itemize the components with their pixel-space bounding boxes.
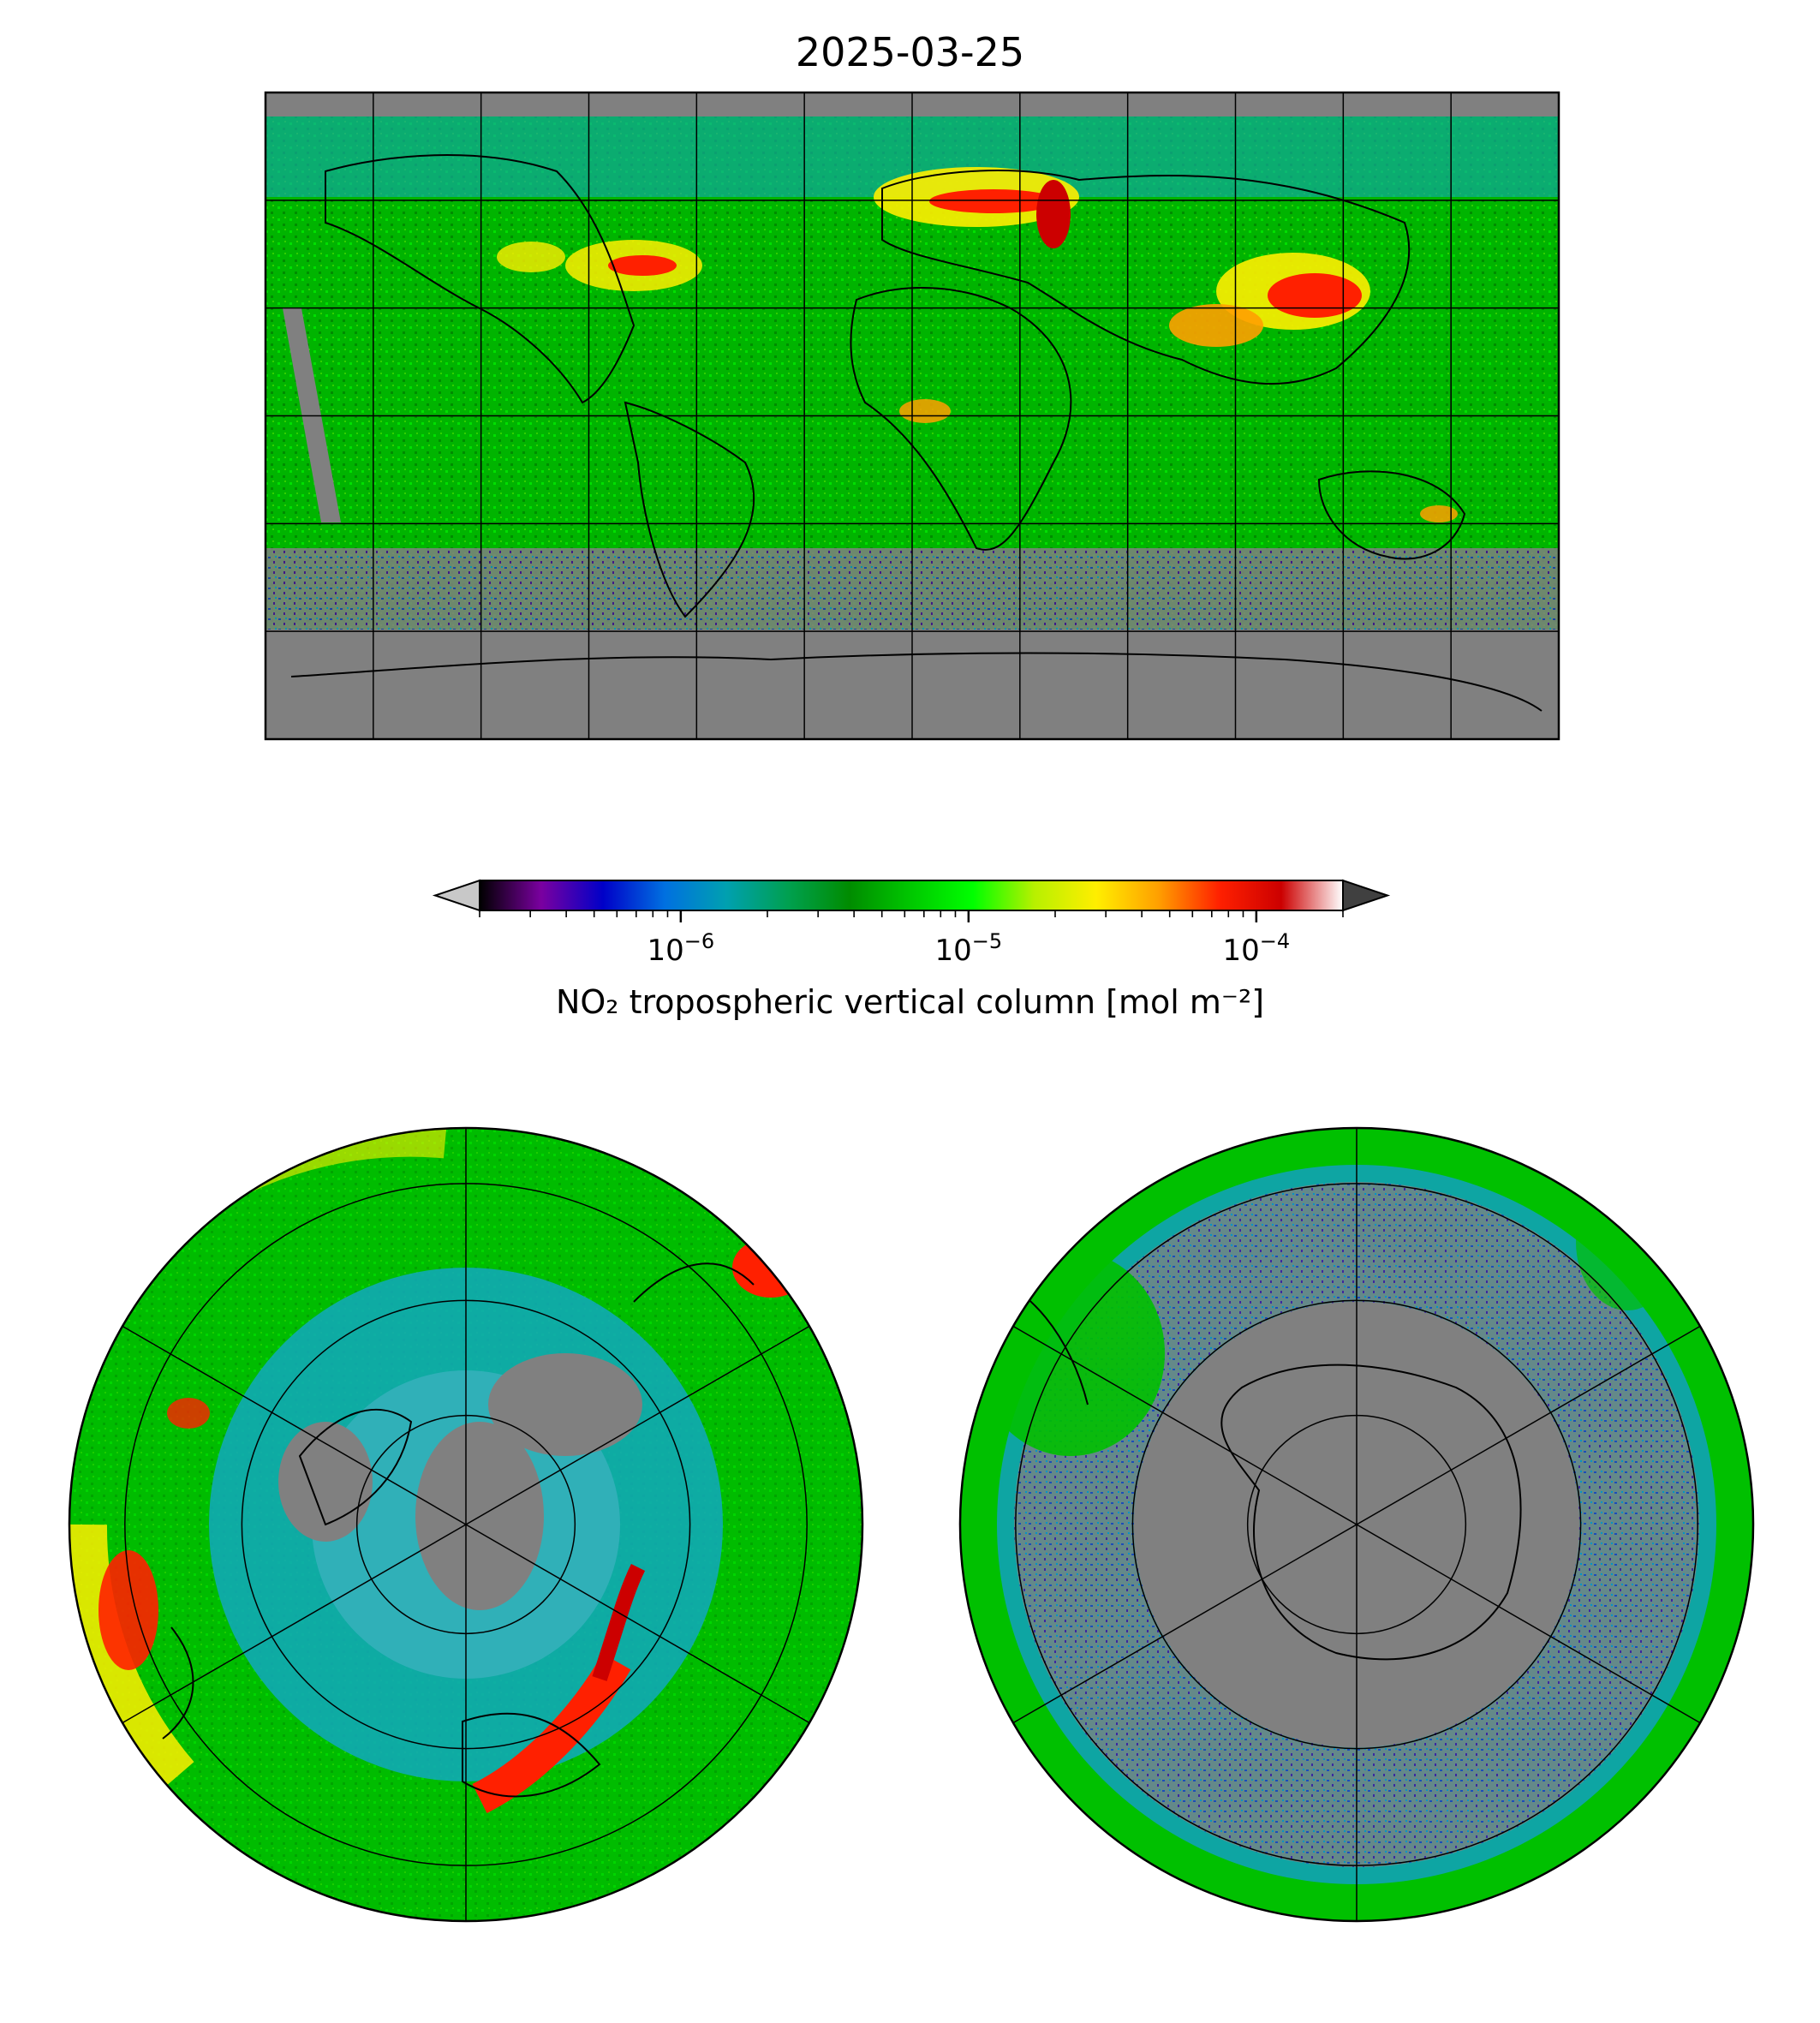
colorbar: 10−6 10−5 10−4 — [432, 879, 1391, 968]
colorbar-under-extension — [432, 879, 480, 912]
north-polar-gridlines — [122, 1128, 810, 1921]
north-polar-frame — [68, 1126, 864, 1923]
colorbar-tick-label: 10−6 — [647, 929, 715, 968]
colorbar-tick-label: 10−5 — [935, 929, 1003, 968]
meridian-spoke — [1012, 1325, 1701, 1724]
south-polar-gridlines — [1012, 1128, 1701, 1921]
south-polar-frame — [958, 1126, 1755, 1923]
colorbar-ticks: 10−6 10−5 10−4 — [479, 910, 1344, 968]
map-title: 2025-03-25 — [795, 29, 1025, 75]
global-gridlines — [266, 92, 1559, 739]
colorbar-label: NO₂ tropospheric vertical column [mol m⁻… — [555, 983, 1265, 1021]
south-polar-map — [958, 1126, 1755, 1923]
global-map — [264, 91, 1560, 741]
global-map-frame — [264, 91, 1560, 741]
colorbar-over-extension — [1342, 879, 1391, 912]
colorbar-tick-label: 10−4 — [1223, 929, 1291, 968]
north-polar-map — [68, 1126, 864, 1923]
colorbar-gradient — [480, 880, 1343, 910]
meridian-spoke — [122, 1325, 810, 1724]
